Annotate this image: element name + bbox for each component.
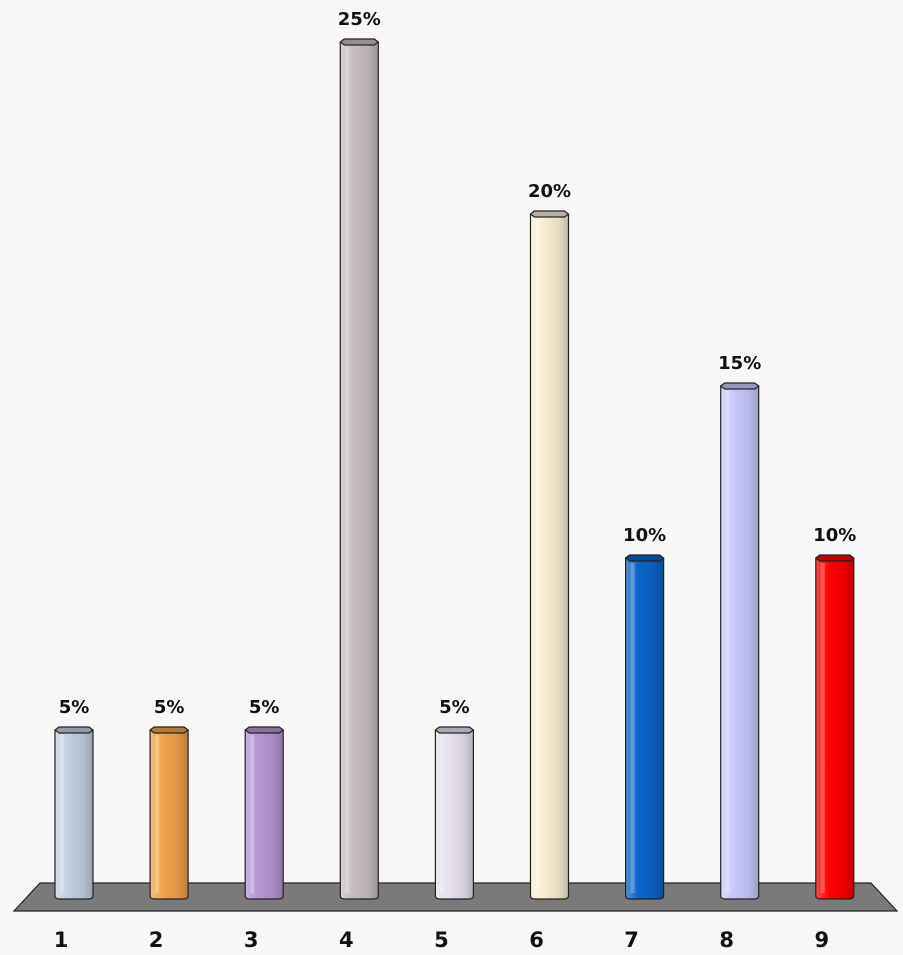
bar-cap: [624, 554, 665, 562]
data-label: 5%: [154, 697, 185, 718]
bar-body: [720, 386, 760, 900]
bar-body: [339, 42, 379, 900]
data-label: 5%: [59, 697, 90, 718]
x-tick-label: 2: [149, 928, 164, 952]
bar-cap: [814, 554, 855, 562]
bar-body: [244, 730, 284, 900]
x-tick-label: 6: [529, 928, 544, 952]
bar-5: [434, 726, 475, 900]
bar-cap: [244, 726, 285, 734]
bar-highlight: [725, 391, 730, 893]
bar-8: [719, 382, 760, 900]
x-axis-tick-labels: 1 2 3 4 5 6 7 8 9: [54, 928, 829, 952]
bar-cap: [719, 382, 760, 390]
bar-6: [529, 210, 570, 900]
bar-body: [625, 558, 665, 900]
bar-highlight: [155, 735, 160, 893]
bar-highlight: [820, 563, 825, 893]
bar-cap: [529, 210, 570, 218]
bar-2: [149, 726, 190, 900]
data-label: 25%: [338, 9, 381, 30]
bar-body: [815, 558, 855, 900]
bar-4: [339, 38, 380, 900]
bar-cap: [339, 38, 380, 46]
data-label: 15%: [718, 353, 761, 374]
bar-highlight: [345, 47, 350, 893]
bar-9: [814, 554, 855, 900]
bar-1: [54, 726, 94, 900]
data-label: 5%: [249, 697, 280, 718]
bar-body: [434, 730, 474, 900]
data-label: 5%: [439, 697, 470, 718]
x-tick-label: 4: [339, 928, 354, 952]
data-label: 10%: [623, 525, 666, 546]
x-tick-label: 9: [814, 928, 829, 952]
x-tick-label: 8: [719, 928, 734, 952]
bar-highlight: [250, 735, 255, 893]
bar-cap: [434, 726, 475, 734]
data-label: 20%: [528, 181, 571, 202]
bar-cap: [54, 726, 94, 734]
bar-cap: [149, 726, 190, 734]
bar-highlight: [60, 735, 64, 893]
x-tick-label: 3: [244, 928, 259, 952]
bar-7: [624, 554, 665, 900]
bar-highlight: [535, 219, 540, 893]
data-label: 10%: [813, 525, 856, 546]
x-tick-label: 1: [54, 928, 69, 952]
bars-group: [54, 38, 855, 900]
bar-highlight: [440, 735, 445, 893]
data-labels-group: 5% 5% 5% 25% 5% 20% 10% 15% 10%: [59, 9, 857, 718]
x-tick-label: 5: [434, 928, 449, 952]
x-tick-label: 7: [624, 928, 639, 952]
bar-body: [149, 730, 189, 900]
bar-body: [529, 214, 570, 900]
bar-body: [54, 730, 94, 900]
bar-highlight: [630, 563, 635, 893]
bar-3: [244, 726, 285, 900]
